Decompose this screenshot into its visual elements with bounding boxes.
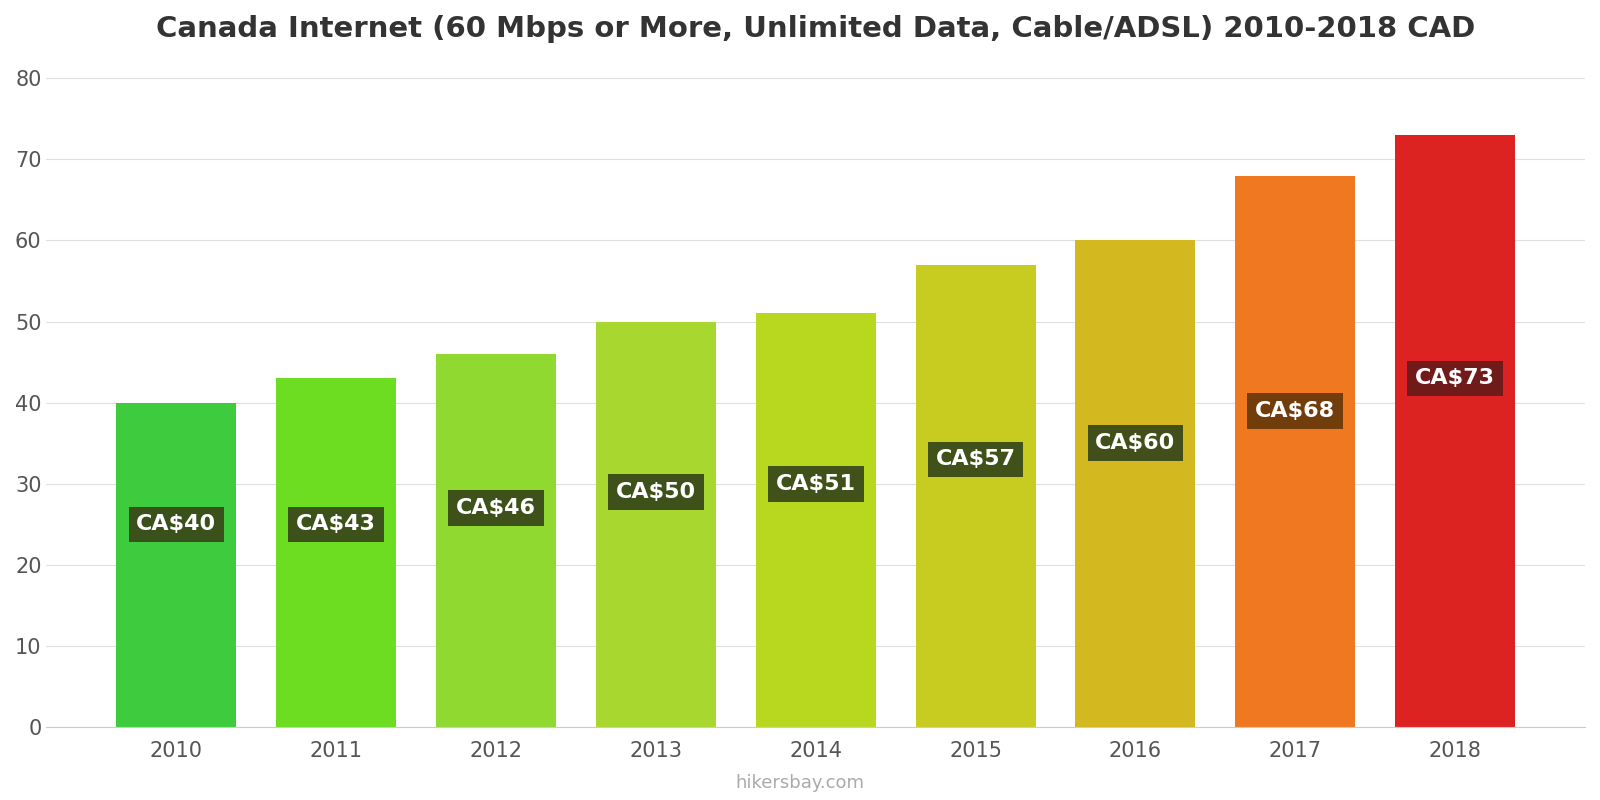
Text: CA$40: CA$40 — [136, 514, 216, 534]
Bar — [595, 322, 715, 727]
Bar — [915, 265, 1035, 727]
Bar — [437, 354, 555, 727]
Bar — [1075, 241, 1195, 727]
Text: CA$51: CA$51 — [776, 474, 856, 494]
Bar — [117, 402, 237, 727]
Text: hikersbay.com: hikersbay.com — [736, 774, 864, 792]
Bar — [277, 378, 397, 727]
Bar — [1235, 175, 1355, 727]
Text: CA$60: CA$60 — [1096, 434, 1176, 454]
Title: Canada Internet (60 Mbps or More, Unlimited Data, Cable/ADSL) 2010-2018 CAD: Canada Internet (60 Mbps or More, Unlimi… — [157, 15, 1475, 43]
Text: CA$68: CA$68 — [1256, 401, 1336, 421]
Text: CA$57: CA$57 — [936, 450, 1016, 470]
Text: CA$43: CA$43 — [296, 514, 376, 534]
Bar — [1395, 135, 1515, 727]
Text: CA$50: CA$50 — [616, 482, 696, 502]
Text: CA$73: CA$73 — [1414, 368, 1494, 388]
Text: CA$46: CA$46 — [456, 498, 536, 518]
Bar — [755, 314, 875, 727]
